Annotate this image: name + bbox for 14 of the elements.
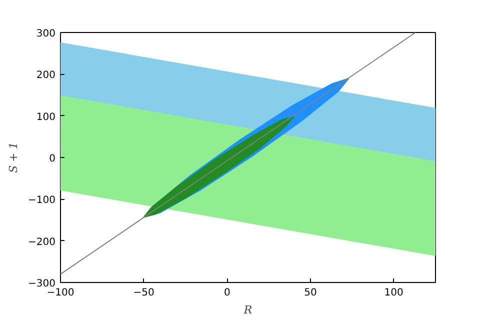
x-tick-label: 100: [384, 288, 404, 298]
x-tick-label: −100: [46, 288, 74, 298]
y-tick-label: 0: [49, 154, 56, 164]
y-tick-label: −200: [28, 236, 56, 248]
y-tick-label: 100: [36, 112, 56, 123]
y-tick-label: −100: [28, 195, 56, 206]
x-tick-label: 50: [304, 288, 317, 298]
x-tick-label: 0: [224, 288, 230, 298]
y-tick-label: 300: [36, 28, 56, 40]
y-tick-label: 200: [36, 70, 56, 82]
y-tick-label: −300: [28, 278, 56, 290]
x-axis-title: R: [242, 304, 252, 316]
x-tick-label: −50: [133, 288, 154, 298]
y-axis-title: S + 1: [7, 142, 20, 173]
